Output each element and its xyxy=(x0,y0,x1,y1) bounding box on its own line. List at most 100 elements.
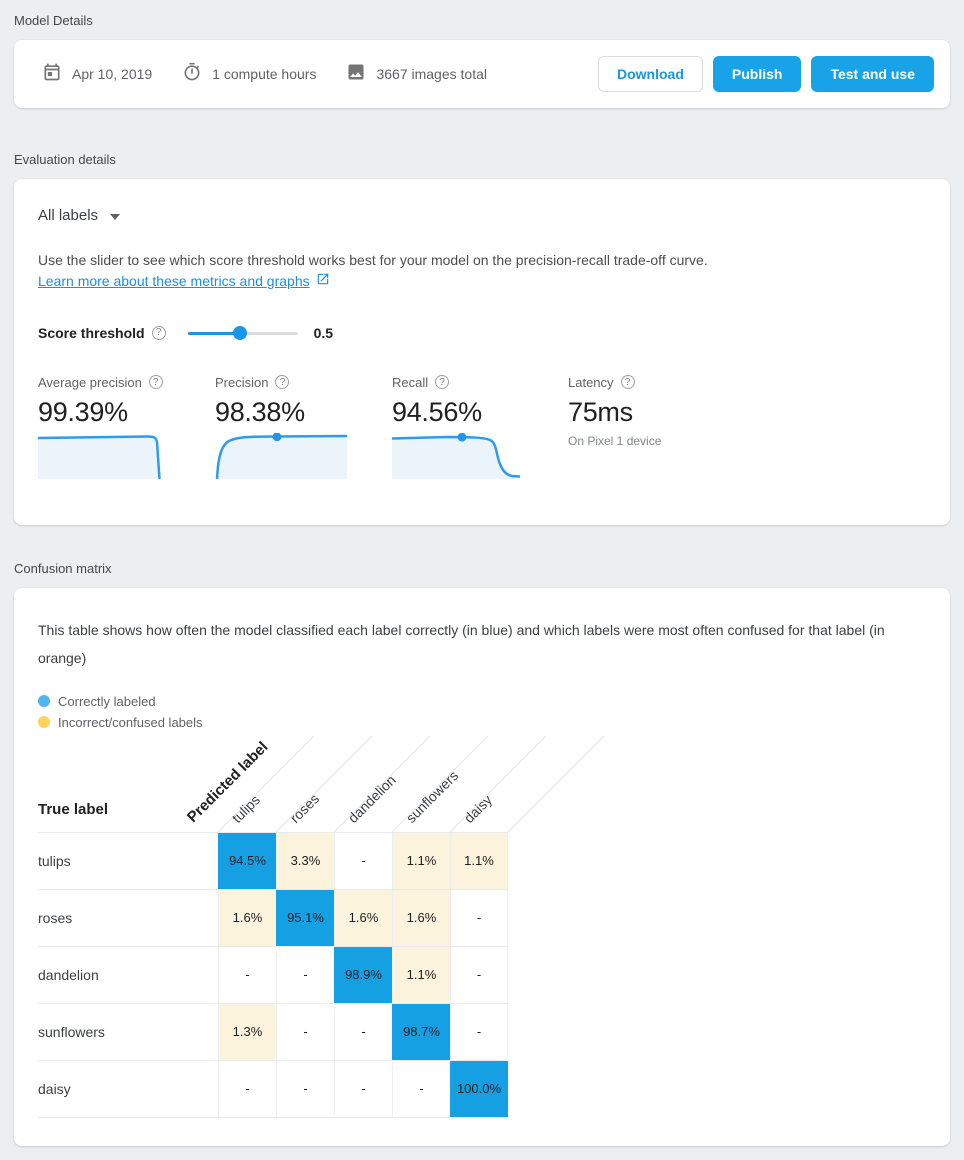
legend-item-confused: Incorrect/confused labels xyxy=(38,715,926,730)
matrix-cell: 1.6% xyxy=(334,889,392,946)
image-icon xyxy=(346,62,376,87)
matrix-header: True label Predicted label tulips roses … xyxy=(38,735,926,832)
open-in-new-icon xyxy=(316,272,330,289)
row-label: daisy xyxy=(38,1080,71,1097)
model-date: Apr 10, 2019 xyxy=(42,62,152,87)
confusion-matrix-card: This table shows how often the model cla… xyxy=(14,587,950,1146)
images-total: 3667 images total xyxy=(346,62,487,87)
table-row: roses 1.6% 95.1% 1.6% 1.6% - xyxy=(38,888,508,946)
row-label: tulips xyxy=(38,852,71,869)
learn-more-link-text: Learn more about these metrics and graph… xyxy=(38,272,310,289)
test-and-use-button[interactable]: Test and use xyxy=(811,56,934,92)
timer-icon xyxy=(182,62,212,87)
confused-dot-icon xyxy=(38,716,50,728)
help-icon[interactable]: ? xyxy=(620,375,635,389)
matrix-cell: - xyxy=(450,946,508,1003)
matrix-cell: 1.1% xyxy=(450,832,508,889)
matrix-cell: 1.6% xyxy=(392,889,450,946)
metric-label-text: Precision xyxy=(215,374,269,390)
metric-value: 75ms xyxy=(568,396,633,427)
metric-value: 98.38% xyxy=(215,396,305,427)
matrix-cell: 95.1% xyxy=(276,889,334,946)
slider-fill xyxy=(187,331,240,335)
matrix-cell: 100.0% xyxy=(450,1060,508,1117)
matrix-cell: - xyxy=(334,1003,392,1060)
chevron-down-icon xyxy=(110,213,121,220)
matrix-cell: - xyxy=(450,1003,508,1060)
legend: Correctly labeled Incorrect/confused lab… xyxy=(38,694,926,730)
matrix-cell: - xyxy=(218,946,276,1003)
evaluation-details-title: Evaluation details xyxy=(14,152,116,167)
confusion-matrix: True label Predicted label tulips roses … xyxy=(38,735,926,1118)
compute-hours: 1 compute hours xyxy=(182,62,316,87)
matrix-cell: 98.7% xyxy=(392,1003,450,1060)
latency-caption: On Pixel 1 device xyxy=(568,433,662,448)
evaluation-card: All labels Use the slider to see which s… xyxy=(14,179,950,525)
matrix-cell: 1.1% xyxy=(392,946,450,1003)
matrix-cell: 3.3% xyxy=(276,832,334,889)
metric-precision: Precision ? 98.38% xyxy=(215,375,392,479)
matrix-cell: - xyxy=(276,1060,334,1117)
table-row: sunflowers 1.3% - - 98.7% - xyxy=(38,1002,508,1060)
row-label: sunflowers xyxy=(38,1023,105,1040)
calendar-icon xyxy=(42,62,72,87)
table-row: dandelion - - 98.9% 1.1% - xyxy=(38,945,508,1003)
table-row: tulips 94.5% 3.3% - 1.1% 1.1% xyxy=(38,831,508,889)
matrix-cell: - xyxy=(276,946,334,1003)
labels-filter-value: All labels xyxy=(38,207,99,224)
help-icon[interactable]: ? xyxy=(148,375,163,389)
metrics-row: Average precision ? 99.39% Precision ? 9… xyxy=(38,375,926,479)
matrix-cell: 1.3% xyxy=(218,1003,276,1060)
evaluation-description: Use the slider to see which score thresh… xyxy=(38,252,708,268)
matrix-cell: - xyxy=(218,1060,276,1117)
learn-more-link[interactable]: Learn more about these metrics and graph… xyxy=(38,272,330,289)
matrix-cell: - xyxy=(450,889,508,946)
score-threshold-slider[interactable] xyxy=(187,325,298,340)
row-label: roses xyxy=(38,909,73,926)
precision-sparkline xyxy=(215,432,347,479)
help-icon[interactable]: ? xyxy=(275,375,290,389)
matrix-cell: - xyxy=(334,1060,392,1117)
matrix-cell: 94.5% xyxy=(218,832,276,889)
legend-label: Incorrect/confused labels xyxy=(58,714,203,730)
metric-label-text: Average precision xyxy=(38,374,142,390)
help-icon[interactable]: ? xyxy=(151,325,166,340)
labels-filter-dropdown[interactable]: All labels xyxy=(38,207,121,224)
matrix-cell: 1.6% xyxy=(218,889,276,946)
confusion-matrix-description: This table shows how often the model cla… xyxy=(38,621,885,666)
metric-label-text: Recall xyxy=(392,374,429,390)
model-details-title: Model Details xyxy=(14,13,93,28)
metric-average-precision: Average precision ? 99.39% xyxy=(38,375,215,479)
matrix-cell: 98.9% xyxy=(334,946,392,1003)
matrix-cell: 1.1% xyxy=(392,832,450,889)
score-threshold-row: Score threshold ? 0.5 xyxy=(38,325,926,341)
slider-thumb[interactable] xyxy=(232,325,247,340)
matrix-cell: - xyxy=(276,1003,334,1060)
row-label: dandelion xyxy=(38,966,99,983)
true-label-header: True label xyxy=(38,800,109,818)
metric-value: 94.56% xyxy=(392,396,482,427)
help-icon[interactable]: ? xyxy=(435,375,450,389)
download-button[interactable]: Download xyxy=(598,56,703,92)
score-threshold-value: 0.5 xyxy=(313,324,334,341)
model-details-card: Apr 10, 2019 1 compute hours 3667 images… xyxy=(14,40,950,108)
diagonal-divider-lines xyxy=(217,735,605,832)
metric-value: 99.39% xyxy=(38,396,128,427)
metric-recall: Recall ? 94.56% xyxy=(392,375,568,479)
score-threshold-label: Score threshold xyxy=(38,324,145,341)
model-date-text: Apr 10, 2019 xyxy=(72,66,153,82)
metric-label-text: Latency xyxy=(568,374,614,390)
publish-button[interactable]: Publish xyxy=(712,56,802,92)
matrix-cell: - xyxy=(392,1060,450,1117)
table-row: daisy - - - - 100.0% xyxy=(38,1059,508,1118)
legend-label: Correctly labeled xyxy=(58,693,156,709)
metric-latency: Latency ? 75ms On Pixel 1 device xyxy=(568,375,745,479)
average-precision-sparkline xyxy=(38,434,161,479)
recall-sparkline xyxy=(392,432,521,479)
confusion-matrix-title: Confusion matrix xyxy=(14,560,112,576)
images-total-text: 3667 images total xyxy=(376,66,487,82)
compute-hours-text: 1 compute hours xyxy=(212,66,317,82)
correct-dot-icon xyxy=(38,695,50,707)
matrix-cell: - xyxy=(334,832,392,889)
legend-item-correct: Correctly labeled xyxy=(38,694,926,709)
